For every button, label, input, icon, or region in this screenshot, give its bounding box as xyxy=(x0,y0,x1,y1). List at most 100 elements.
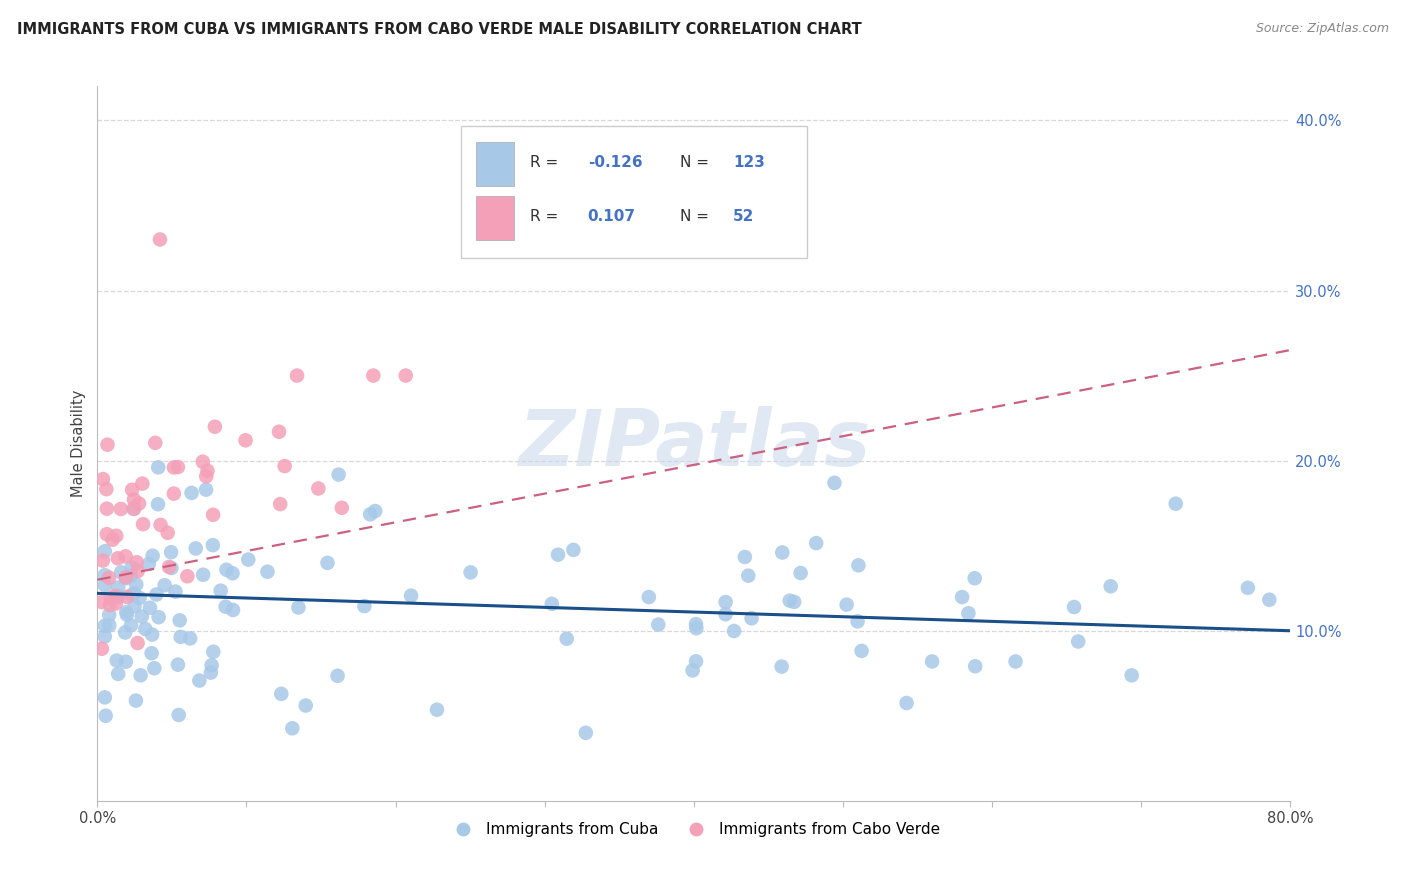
Point xyxy=(160,561,183,575)
Point xyxy=(221,566,243,581)
Point xyxy=(156,525,179,540)
Point xyxy=(107,589,129,603)
Point xyxy=(540,597,562,611)
Text: 0.107: 0.107 xyxy=(588,209,636,224)
Point xyxy=(141,646,163,660)
Point xyxy=(114,570,136,584)
Point xyxy=(281,721,304,735)
Point xyxy=(167,460,190,475)
Point xyxy=(1237,581,1260,595)
Text: Source: ZipAtlas.com: Source: ZipAtlas.com xyxy=(1256,22,1389,36)
Point xyxy=(98,571,121,585)
Point xyxy=(128,591,150,605)
Point xyxy=(167,708,190,723)
Point xyxy=(575,726,598,740)
Point xyxy=(90,641,112,656)
Point xyxy=(201,538,224,552)
Point xyxy=(124,599,146,614)
Point xyxy=(90,595,112,609)
Point xyxy=(122,502,145,516)
Y-axis label: Male Disability: Male Disability xyxy=(72,390,86,498)
Point xyxy=(131,476,153,491)
Point xyxy=(149,517,172,532)
Point xyxy=(835,598,858,612)
Point xyxy=(294,698,316,713)
Point xyxy=(115,607,138,622)
Point xyxy=(110,566,132,580)
Point xyxy=(851,644,873,658)
Point xyxy=(94,619,117,633)
Point xyxy=(460,566,482,580)
Point xyxy=(330,500,353,515)
Legend: Immigrants from Cuba, Immigrants from Cabo Verde: Immigrants from Cuba, Immigrants from Ca… xyxy=(441,816,946,843)
Point xyxy=(200,665,222,680)
Point xyxy=(98,618,121,632)
Point xyxy=(138,557,160,571)
Point xyxy=(104,589,127,603)
Point xyxy=(359,508,381,522)
Point xyxy=(965,659,987,673)
Point xyxy=(167,657,190,672)
Point xyxy=(270,687,292,701)
Point xyxy=(163,486,186,500)
Point xyxy=(120,618,142,632)
Point xyxy=(115,590,138,604)
Point xyxy=(685,654,707,668)
Point xyxy=(963,571,986,585)
Point xyxy=(316,556,339,570)
Point xyxy=(202,645,225,659)
Point xyxy=(141,627,163,641)
Point xyxy=(714,595,737,609)
Point xyxy=(148,460,170,475)
Point xyxy=(107,590,129,604)
Point xyxy=(120,568,142,582)
Point xyxy=(121,560,143,574)
Point xyxy=(157,560,180,574)
Point xyxy=(267,425,290,439)
Point xyxy=(165,584,187,599)
Point xyxy=(804,536,827,550)
Point xyxy=(741,611,763,625)
Point xyxy=(214,599,236,614)
FancyBboxPatch shape xyxy=(461,126,807,258)
Point xyxy=(823,475,845,490)
Point xyxy=(770,659,793,673)
Text: R =: R = xyxy=(530,209,564,224)
Point xyxy=(285,368,308,383)
Point xyxy=(202,508,225,522)
Bar xyxy=(475,195,513,240)
Point xyxy=(426,703,449,717)
Point xyxy=(91,472,114,486)
Point xyxy=(122,586,145,600)
Point xyxy=(163,460,186,475)
Point xyxy=(896,696,918,710)
Text: -0.126: -0.126 xyxy=(588,155,643,170)
Point xyxy=(143,435,166,450)
Point xyxy=(91,553,114,567)
Text: N =: N = xyxy=(679,155,713,170)
Text: N =: N = xyxy=(679,209,713,224)
Point xyxy=(125,693,148,707)
Point xyxy=(682,664,704,678)
Point xyxy=(115,605,138,619)
Point xyxy=(326,669,349,683)
Text: 52: 52 xyxy=(733,209,755,224)
Point xyxy=(107,581,129,595)
Point xyxy=(950,590,973,604)
Point xyxy=(107,666,129,681)
Point xyxy=(191,567,214,582)
Point xyxy=(129,668,152,682)
Point xyxy=(235,434,257,448)
Point xyxy=(307,482,329,496)
Point xyxy=(100,591,122,606)
Point xyxy=(139,600,162,615)
Point xyxy=(195,469,218,483)
Point xyxy=(146,497,169,511)
Point xyxy=(714,607,737,622)
Point xyxy=(256,565,278,579)
Point xyxy=(195,483,218,497)
Point xyxy=(121,588,143,602)
Point xyxy=(222,603,245,617)
Point xyxy=(96,501,118,516)
Text: R =: R = xyxy=(530,155,564,170)
